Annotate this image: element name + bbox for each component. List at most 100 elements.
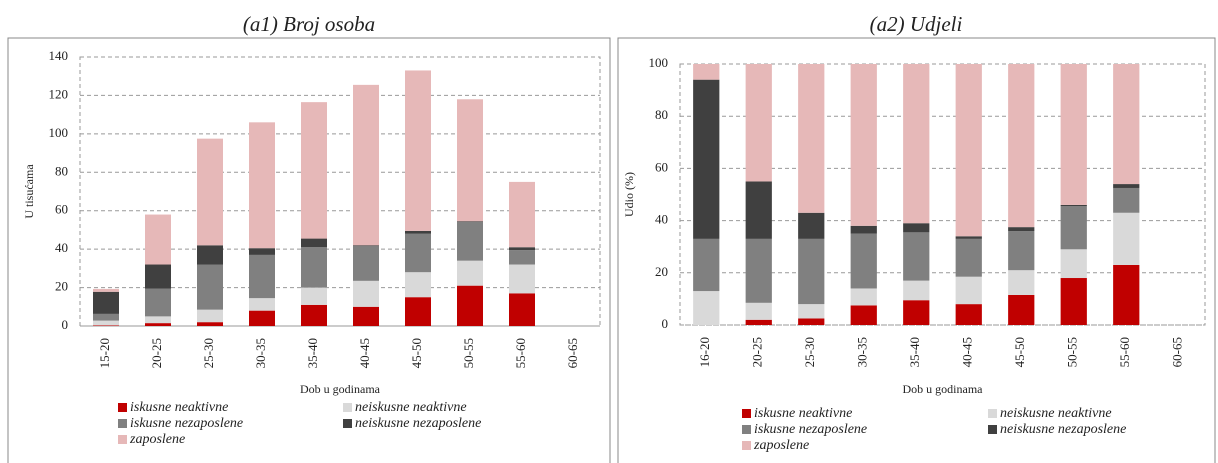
- legend-label: iskusne neaktivne: [754, 406, 852, 421]
- bar-segment: [693, 79, 720, 239]
- x-tick-label: 30-35: [253, 338, 268, 368]
- bar-segment: [1060, 249, 1087, 279]
- bar-segment: [509, 181, 535, 248]
- x-tick-label: 16-20: [697, 337, 712, 367]
- legend-label: iskusne nezaposlene: [130, 416, 243, 431]
- bar-segment: [145, 264, 171, 289]
- legend-swatch: [118, 419, 127, 428]
- x-tick-label: 25-30: [201, 338, 216, 368]
- bar-segment: [745, 302, 772, 320]
- bar-segment: [693, 238, 720, 292]
- y-tick-label: 80: [655, 107, 668, 122]
- bar-segment: [509, 250, 535, 265]
- bar-segment: [249, 254, 275, 299]
- legend-label: iskusne neaktivne: [130, 400, 228, 415]
- bar-segment: [955, 236, 982, 239]
- bar-segment: [353, 84, 379, 246]
- y-tick-label: 100: [49, 125, 69, 140]
- legend-swatch: [988, 409, 997, 418]
- bar-segment: [197, 138, 223, 246]
- legend-label: zaposlene: [129, 432, 185, 447]
- bar-segment: [145, 323, 171, 326]
- bar-segment: [1113, 264, 1140, 325]
- y-tick-label: 0: [62, 317, 69, 332]
- bar-segment: [903, 232, 930, 281]
- bar-segment: [457, 221, 483, 223]
- y-axis-label: Udio (%): [622, 172, 636, 217]
- y-tick-label: 0: [662, 316, 669, 331]
- chart-title: (a2) Udjeli: [870, 12, 963, 36]
- x-tick-label: 40-45: [357, 338, 372, 368]
- legend-swatch: [742, 425, 751, 434]
- bar-segment: [301, 247, 327, 288]
- bar-segment: [93, 313, 119, 321]
- x-tick-label: 60-65: [565, 338, 580, 368]
- bar-segment: [405, 297, 431, 326]
- bar-segment: [405, 230, 431, 234]
- y-tick-label: 100: [649, 55, 669, 70]
- chart-title: (a1) Broj osoba: [243, 12, 375, 36]
- x-tick-label: 40-45: [960, 337, 975, 367]
- panel-frame: [617, 37, 1216, 463]
- bar-segment: [145, 214, 171, 265]
- legend-label: neiskusne nezaposlene: [355, 416, 481, 431]
- bar-segment: [145, 316, 171, 324]
- bar-segment: [1008, 64, 1035, 228]
- x-axis-label: Dob u godinama: [903, 382, 984, 396]
- bar-segment: [955, 304, 982, 325]
- bar-segment: [509, 247, 535, 251]
- bar-segment: [353, 306, 379, 326]
- y-tick-label: 60: [55, 202, 68, 217]
- legend-swatch: [118, 435, 127, 444]
- bar-segment: [249, 248, 275, 255]
- bar-segment: [955, 238, 982, 277]
- bar-segment: [1008, 294, 1035, 325]
- legend-swatch: [988, 425, 997, 434]
- legend-swatch: [343, 403, 352, 412]
- bar-segment: [1008, 227, 1035, 232]
- x-tick-label: 50-55: [461, 338, 476, 368]
- bar-segment: [1060, 64, 1087, 205]
- bar-segment: [93, 288, 119, 292]
- bar-segment: [353, 280, 379, 307]
- legend-label: neiskusne nezaposlene: [1000, 422, 1126, 437]
- bar-segment: [745, 319, 772, 325]
- y-tick-label: 60: [655, 159, 668, 174]
- bar-segment: [457, 285, 483, 326]
- y-tick-label: 140: [49, 48, 69, 63]
- bar-segment: [197, 264, 223, 310]
- bar-segment: [693, 291, 720, 325]
- bar-segment: [93, 325, 119, 326]
- bar-segment: [850, 64, 877, 226]
- bar-segment: [509, 264, 535, 294]
- x-tick-label: 35-40: [305, 338, 320, 368]
- x-tick-label: 15-20: [97, 338, 112, 368]
- bar-segment: [457, 99, 483, 222]
- x-tick-label: 20-25: [149, 338, 164, 368]
- bar-segment: [1008, 231, 1035, 271]
- bar-segment: [798, 64, 825, 213]
- bar-segment: [249, 122, 275, 249]
- bar-segment: [1113, 64, 1140, 185]
- bar-segment: [93, 291, 119, 314]
- bar-segment: [903, 300, 930, 325]
- bar-segment: [745, 238, 772, 303]
- bar-segment: [405, 70, 431, 231]
- y-tick-label: 20: [55, 279, 68, 294]
- bar-segment: [249, 298, 275, 311]
- y-tick-label: 120: [49, 86, 69, 101]
- y-tick-label: 80: [55, 163, 68, 178]
- bar-segment: [745, 181, 772, 239]
- bar-segment: [850, 225, 877, 234]
- bar-segment: [1113, 187, 1140, 213]
- bar-segment: [353, 246, 379, 281]
- legend-label: zaposlene: [753, 438, 809, 453]
- bar-segment: [955, 276, 982, 305]
- bar-segment: [850, 288, 877, 306]
- x-tick-label: 55-60: [513, 338, 528, 368]
- bar-segment: [1113, 184, 1140, 188]
- x-tick-label: 45-50: [1012, 337, 1027, 367]
- bar-segment: [903, 64, 930, 224]
- bar-segment: [1113, 212, 1140, 265]
- legend-label: neiskusne neaktivne: [1000, 406, 1112, 421]
